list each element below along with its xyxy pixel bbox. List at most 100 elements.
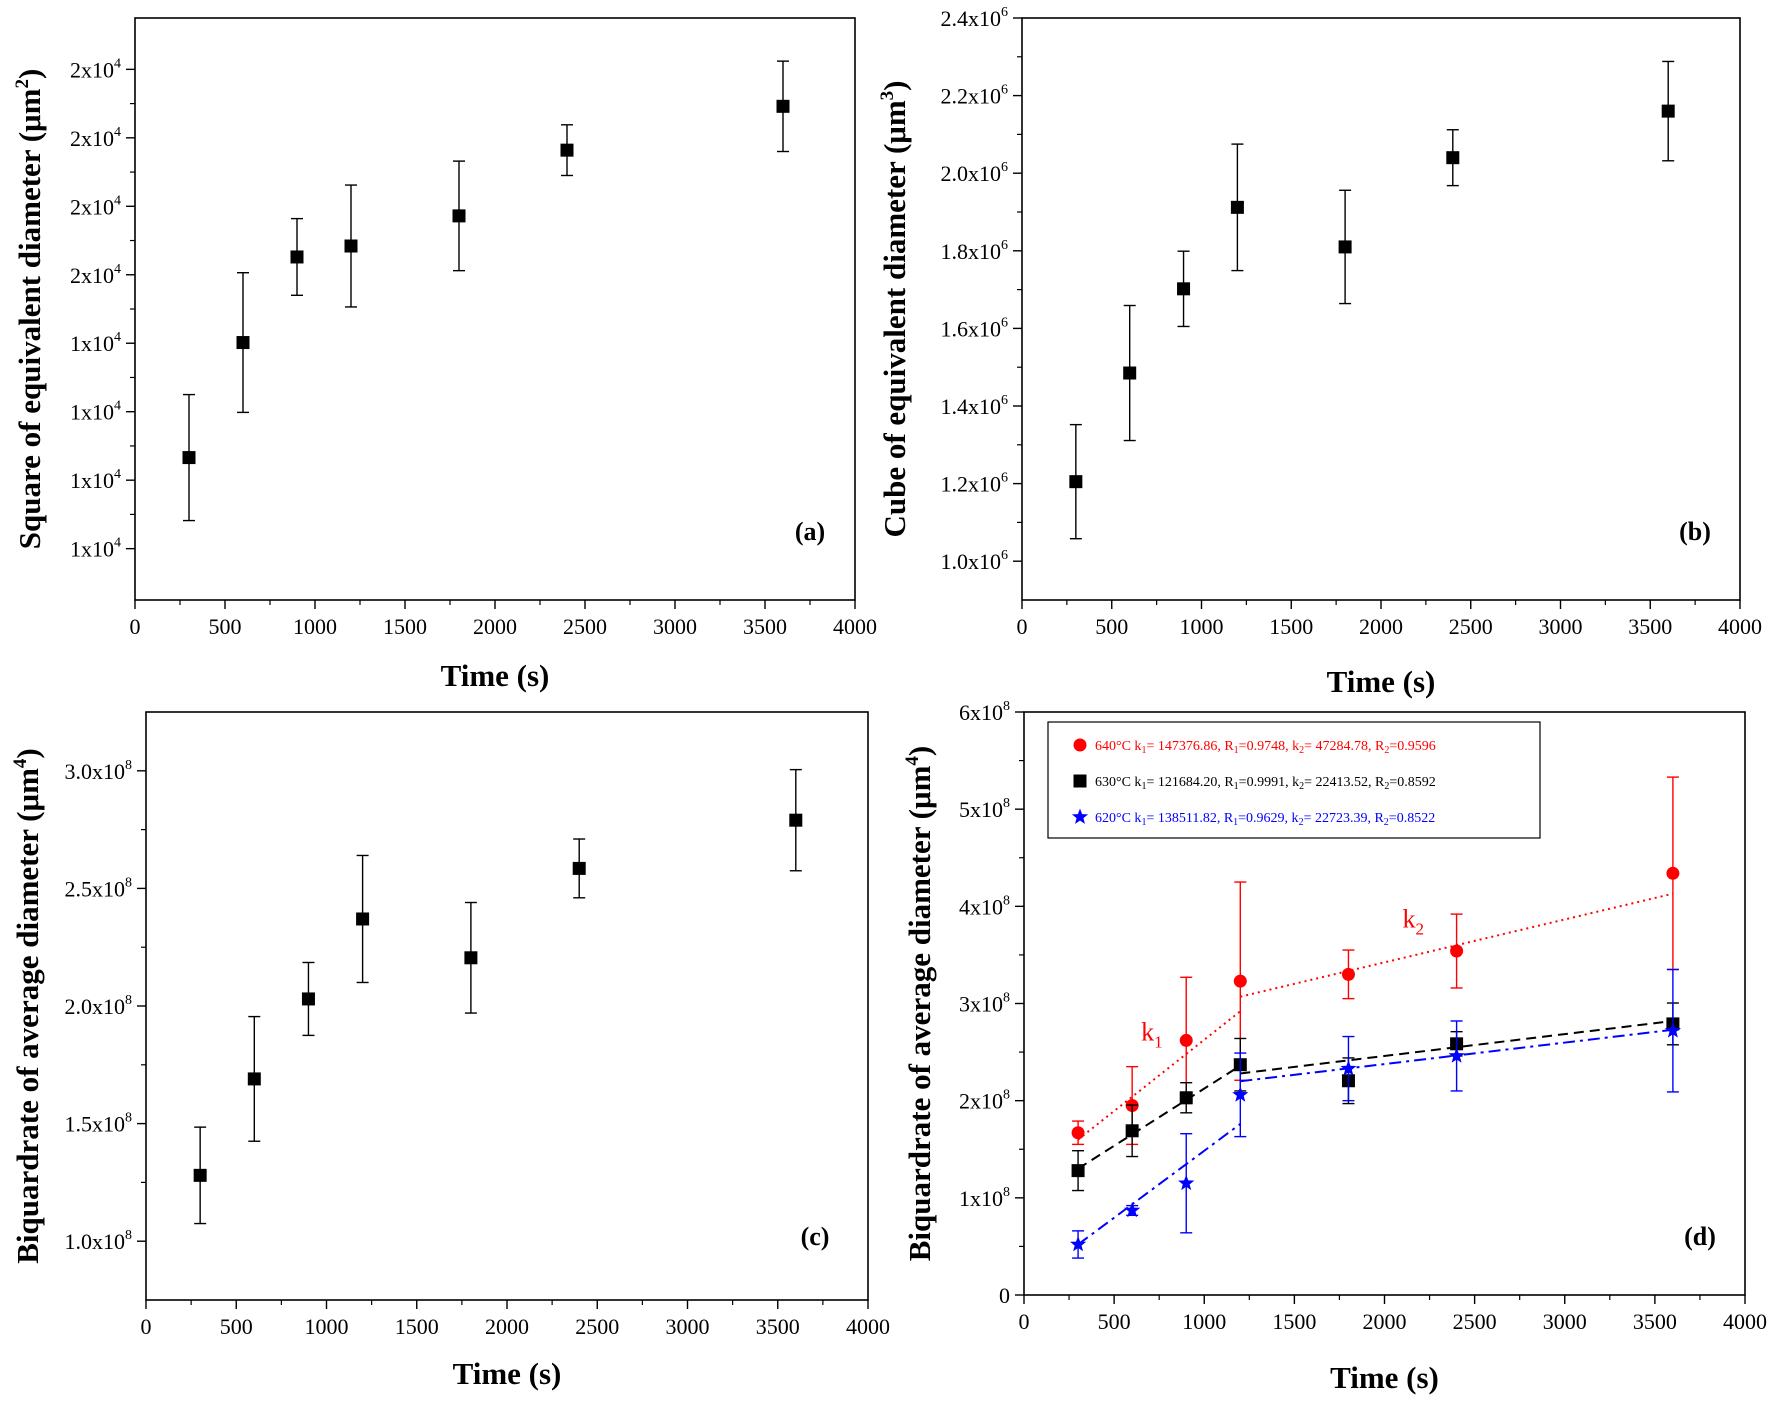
- data-point: [1123, 366, 1137, 380]
- data-point: [301, 992, 315, 1006]
- x-tick-label: 500: [209, 614, 242, 639]
- y-tick-label: 1x104: [70, 399, 121, 425]
- y-tick-label: 4x108: [959, 893, 1010, 919]
- x-tick-label: 4000: [846, 1314, 890, 1339]
- y-tick-label: 1.8x106: [941, 238, 1009, 264]
- y-tick-label: 1x108: [959, 1185, 1010, 1211]
- x-tick-label: 2500: [563, 614, 607, 639]
- x-axis-title: Time (s): [1327, 664, 1436, 699]
- x-tick-label: 0: [130, 614, 141, 639]
- y-axis-title: Biquardrate of average diameter (μm4): [902, 746, 937, 1262]
- data-point: [1661, 104, 1675, 118]
- x-tick-label: 1500: [383, 614, 427, 639]
- x-tick-label: 1500: [395, 1314, 439, 1339]
- x-tick-label: 500: [1095, 614, 1128, 639]
- data-point: [1666, 866, 1680, 880]
- data-point: [1124, 1202, 1141, 1218]
- x-tick-label: 3500: [743, 614, 787, 639]
- data-point: [1232, 1086, 1249, 1102]
- x-tick-label: 3000: [653, 614, 697, 639]
- y-tick-label: 2.4x106: [941, 5, 1009, 31]
- x-tick-label: 2000: [485, 1314, 529, 1339]
- y-tick-label: 2.0x106: [941, 160, 1009, 186]
- y-tick-label: 5x108: [959, 796, 1010, 822]
- fit-line: [1077, 1010, 1241, 1141]
- y-tick-label: 1.6x106: [941, 315, 1009, 341]
- fit-line: [1077, 1123, 1241, 1246]
- data-point: [344, 239, 358, 253]
- data-point: [789, 813, 803, 827]
- data-point: [1340, 1060, 1357, 1076]
- x-tick-label: 4000: [1723, 1309, 1767, 1334]
- x-tick-label: 1000: [1180, 614, 1224, 639]
- data-point: [1070, 1236, 1087, 1252]
- data-point: [1177, 282, 1191, 296]
- data-point: [1233, 974, 1247, 988]
- data-point: [1448, 1047, 1465, 1063]
- y-axis-title: Square of equivalent diameter (μm2): [12, 69, 47, 550]
- data-point: [464, 951, 478, 965]
- data-point: [1071, 1126, 1085, 1140]
- data-point: [1179, 1033, 1193, 1047]
- x-tick-label: 2000: [473, 614, 517, 639]
- panel-label: (c): [801, 1222, 830, 1251]
- y-tick-label: 2.5x108: [65, 875, 133, 901]
- legend-marker: [1073, 774, 1087, 788]
- x-tick-label: 3000: [1539, 614, 1583, 639]
- y-tick-label: 0: [999, 1283, 1010, 1308]
- y-tick-label: 2x104: [70, 56, 121, 82]
- x-tick-label: 4000: [1718, 614, 1762, 639]
- y-tick-label: 1x104: [70, 536, 121, 562]
- x-tick-label: 1500: [1272, 1309, 1316, 1334]
- x-tick-label: 0: [141, 1314, 152, 1339]
- series-1: [1071, 1002, 1680, 1192]
- data-point: [1338, 240, 1352, 254]
- x-tick-label: 1000: [293, 614, 337, 639]
- x-axis-title: Time (s): [453, 1356, 562, 1391]
- panel-label: (a): [795, 517, 825, 546]
- y-tick-label: 2x104: [70, 193, 121, 219]
- x-axis-title: Time (s): [441, 658, 550, 693]
- x-tick-label: 2500: [1453, 1309, 1497, 1334]
- data-point: [1664, 1022, 1681, 1038]
- series-0: [193, 768, 803, 1225]
- y-axis-title: Biquardrate of average diameter (μm4): [10, 748, 45, 1264]
- data-point: [1125, 1124, 1139, 1138]
- y-tick-label: 1x104: [70, 330, 121, 356]
- x-tick-label: 2500: [1449, 614, 1493, 639]
- data-point: [776, 99, 790, 113]
- y-tick-label: 2x108: [959, 1088, 1010, 1114]
- data-point: [182, 451, 196, 465]
- data-point: [1179, 1091, 1193, 1105]
- legend-marker: [1071, 808, 1089, 824]
- y-tick-label: 1.2x106: [941, 471, 1009, 497]
- y-tick-label: 1.0x106: [941, 548, 1009, 574]
- data-point: [560, 143, 574, 157]
- data-point: [1069, 475, 1083, 489]
- chart-c: 0 500 1000 1500 2000 2500 3000 3500 4000 1.0x108 1…: [10, 711, 890, 1391]
- x-tick-label: 4000: [833, 614, 877, 639]
- data-point: [356, 912, 370, 926]
- x-tick-label: 3000: [666, 1314, 710, 1339]
- panel-label: (d): [1684, 1222, 1716, 1251]
- x-axis-title: Time (s): [1330, 1360, 1439, 1395]
- plot-frame: [145, 711, 869, 1301]
- legend: 640°C k1= 147376.86, R1=0.9748, k2= 4728…: [1047, 721, 1541, 839]
- y-tick-label: 2.2x106: [941, 83, 1009, 109]
- data-point: [1071, 1164, 1085, 1178]
- legend-box: [1047, 721, 1541, 839]
- x-tick-label: 2500: [575, 1314, 619, 1339]
- chart-a: 0 500 1000 1500 2000 2500 3000 3500 4000 1x104 1x1…: [12, 17, 877, 693]
- y-tick-label: 1.5x108: [65, 1111, 133, 1137]
- data-point: [236, 336, 250, 350]
- x-tick-label: 1000: [305, 1314, 349, 1339]
- chart-b: 0 500 1000 1500 2000 2500 3000 3500 4000 1.0x106 1…: [877, 5, 1762, 699]
- chart-d: 0 500 1000 1500 2000 2500 3000 3500 4000 0 1x108 2x…: [902, 699, 1767, 1395]
- x-tick-label: 1000: [1182, 1309, 1226, 1334]
- data-point: [1450, 944, 1464, 958]
- y-tick-label: 6x108: [959, 699, 1010, 725]
- x-tick-label: 500: [1098, 1309, 1131, 1334]
- x-tick-label: 0: [1019, 1309, 1030, 1334]
- legend-entry: 630°C k1= 121684.20, R1=0.9991, k2= 2241…: [1095, 775, 1436, 792]
